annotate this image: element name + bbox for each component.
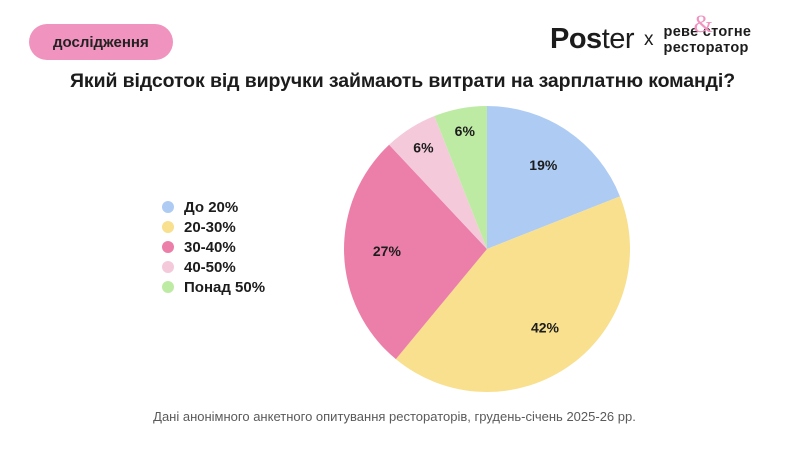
svg-text:27%: 27% (373, 243, 402, 259)
svg-text:42%: 42% (531, 320, 560, 336)
svg-text:6%: 6% (413, 140, 434, 156)
svg-text:6%: 6% (455, 123, 476, 139)
svg-text:19%: 19% (529, 157, 558, 173)
